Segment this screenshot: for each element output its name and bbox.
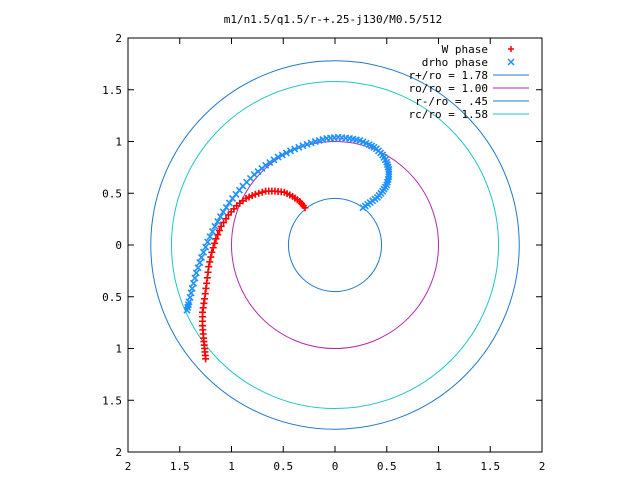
x-tick-label: 1.5 (480, 460, 500, 473)
drho-phase-point (219, 208, 227, 216)
w-phase-point (202, 355, 210, 363)
chart-title: m1/n1.5/q1.5/r-+.25-j130/M0.5/512 (224, 13, 443, 26)
legend-label: r-/ro = .45 (415, 95, 488, 108)
w-phase-point (208, 248, 216, 256)
drho-phase-point (307, 139, 315, 147)
circle-r-1 (231, 141, 439, 349)
y-tick-label: 2 (115, 32, 122, 45)
y-tick-label: 0 (115, 239, 122, 252)
legend-label: r+/ro = 1.78 (409, 69, 488, 82)
w-phase-point (212, 235, 220, 243)
w-phase-point (207, 253, 215, 261)
w-phase-point (206, 258, 214, 266)
w-phase-point (220, 219, 228, 227)
x-tick-label: 1 (228, 460, 235, 473)
w-phase-point (258, 188, 266, 196)
drho-phase-point (196, 259, 204, 267)
w-phase-point (255, 189, 263, 197)
y-tick-label: 1.5 (102, 394, 122, 407)
legend-label: ro/ro = 1.00 (409, 82, 488, 95)
drho-phase-point (286, 147, 295, 155)
legend-label: drho phase (422, 56, 488, 69)
drho-phase-point (206, 233, 214, 241)
drho-phase-point (194, 264, 202, 272)
w-phase-point (209, 244, 217, 252)
drho-phase-point (202, 243, 210, 251)
drho-phase-point (216, 213, 225, 221)
drho-phase-point (266, 158, 274, 167)
y-tick-label: 0.5 (102, 291, 122, 304)
y-tick-label: 1 (115, 136, 122, 149)
drho-phase-point (225, 199, 233, 207)
y-tick-label: 1 (115, 343, 122, 356)
drho-phase-point (183, 306, 191, 314)
legend-marker-x (507, 58, 515, 66)
drho-phase-point (208, 227, 217, 236)
circle-r-0-45 (287, 197, 383, 293)
drho-phase-point (311, 137, 319, 146)
drho-phase-point (295, 143, 303, 151)
x-tick-label: 2 (125, 460, 132, 473)
y-tick-label: 2 (115, 446, 122, 459)
w-phase-point (215, 227, 223, 235)
drho-phase-point (204, 238, 212, 246)
drho-phase-point (214, 217, 222, 226)
w-phase-point (262, 187, 270, 195)
drho-phase-point (197, 253, 206, 261)
x-tick-label: 0 (332, 460, 339, 473)
w-phase-point (211, 239, 219, 247)
drho-phase-point (299, 142, 307, 150)
reference-circles (150, 60, 520, 430)
legend-label: W phase (442, 43, 488, 56)
series-drho-phase (183, 133, 393, 314)
y-tick-label: 1.5 (102, 84, 122, 97)
legend-label: rc/ro = 1.58 (409, 108, 488, 121)
drho-phase-point (189, 279, 198, 287)
legend-marker-plus (508, 46, 514, 52)
drho-phase-point (303, 140, 311, 148)
circle-r-1-78 (150, 60, 520, 430)
circle-r-1-58 (170, 80, 500, 410)
drho-phase-point (282, 149, 290, 157)
x-tick-label: 0.5 (377, 460, 397, 473)
x-tick-label: 2 (539, 460, 546, 473)
axis-ticks (127, 37, 543, 453)
drho-phase-point (199, 248, 208, 256)
tick-labels: 2 1.5 1 0.5 0 0.5 1 1.5 221.510.500.511.52 (102, 32, 545, 473)
drho-phase-point (291, 145, 299, 153)
data-points (183, 133, 393, 363)
drho-phase-point (222, 203, 230, 211)
drho-phase-point (211, 222, 219, 230)
drho-phase-point (278, 151, 286, 159)
x-tick-label: 0.5 (273, 460, 293, 473)
drho-phase-point (228, 194, 237, 202)
x-tick-label: 1 (435, 460, 442, 473)
x-tick-label: 1.5 (170, 460, 190, 473)
y-tick-label: 0.5 (102, 187, 122, 200)
series-w-phase (199, 187, 309, 363)
drho-phase-point (274, 153, 282, 161)
drho-phase-point (192, 269, 200, 277)
drho-phase-point (270, 156, 278, 164)
drho-phase-point (191, 274, 199, 282)
